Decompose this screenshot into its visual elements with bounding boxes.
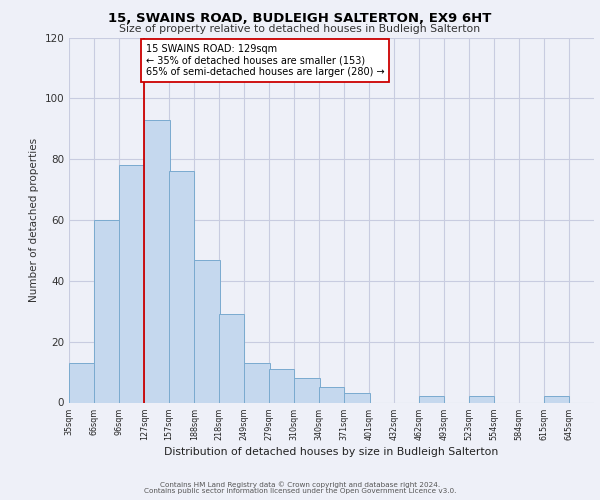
- Bar: [469, 396, 494, 402]
- Text: 15 SWAINS ROAD: 129sqm
← 35% of detached houses are smaller (153)
65% of semi-de: 15 SWAINS ROAD: 129sqm ← 35% of detached…: [146, 44, 385, 77]
- Bar: [69, 363, 94, 403]
- Text: 15, SWAINS ROAD, BUDLEIGH SALTERTON, EX9 6HT: 15, SWAINS ROAD, BUDLEIGH SALTERTON, EX9…: [109, 12, 491, 26]
- Bar: [269, 369, 294, 402]
- Bar: [194, 260, 220, 402]
- Bar: [294, 378, 320, 402]
- Text: Contains public sector information licensed under the Open Government Licence v3: Contains public sector information licen…: [144, 488, 456, 494]
- Bar: [169, 172, 194, 402]
- Bar: [419, 396, 444, 402]
- Y-axis label: Number of detached properties: Number of detached properties: [29, 138, 39, 302]
- Text: Size of property relative to detached houses in Budleigh Salterton: Size of property relative to detached ho…: [119, 24, 481, 34]
- X-axis label: Distribution of detached houses by size in Budleigh Salterton: Distribution of detached houses by size …: [164, 447, 499, 457]
- Bar: [145, 120, 170, 403]
- Bar: [344, 394, 370, 402]
- Bar: [544, 396, 569, 402]
- Bar: [319, 388, 344, 402]
- Text: Contains HM Land Registry data © Crown copyright and database right 2024.: Contains HM Land Registry data © Crown c…: [160, 481, 440, 488]
- Bar: [119, 165, 145, 402]
- Bar: [219, 314, 244, 402]
- Bar: [94, 220, 120, 402]
- Bar: [244, 363, 269, 403]
